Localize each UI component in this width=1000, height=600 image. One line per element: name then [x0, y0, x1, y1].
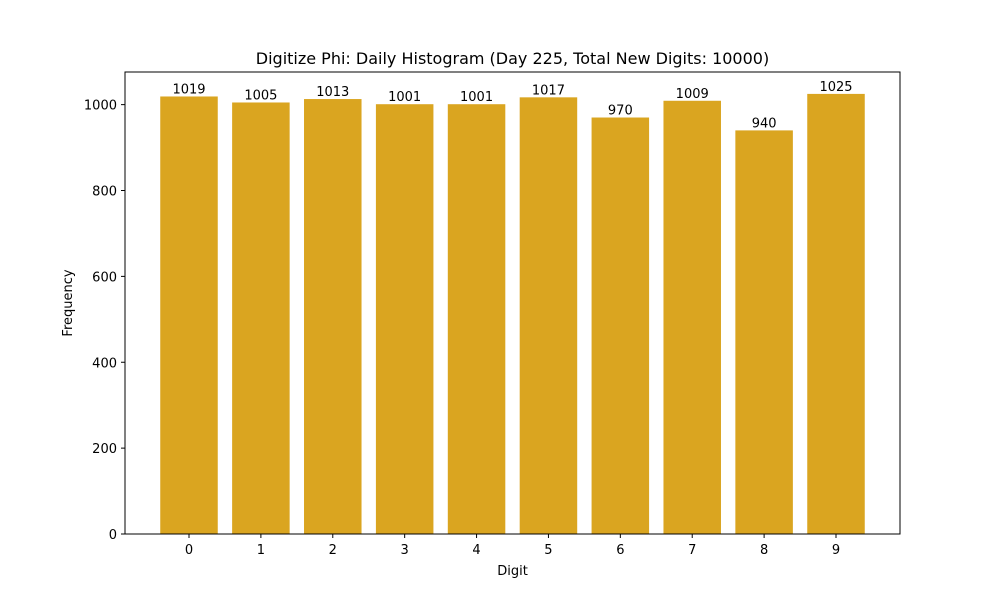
- x-tick-label: 5: [544, 543, 552, 558]
- bar-digit-6: [591, 117, 650, 535]
- y-tick-label: 200: [92, 442, 117, 457]
- bar-digit-5: [519, 97, 578, 535]
- y-axis-ticks: 0 200 400 600 800 1000: [84, 99, 125, 543]
- bar-value-label: 970: [608, 104, 633, 119]
- x-tick-label: 0: [185, 543, 193, 558]
- x-tick-label: 8: [760, 543, 768, 558]
- x-tick-label: 7: [688, 543, 696, 558]
- y-axis-label: Frequency: [61, 269, 76, 336]
- bar-digit-3: [375, 104, 434, 534]
- x-tick-label: 4: [472, 543, 480, 558]
- bar-value-label: 1001: [460, 90, 493, 105]
- y-tick-label: 0: [109, 528, 117, 543]
- y-tick-label: 1000: [84, 99, 117, 114]
- y-tick-label: 800: [92, 185, 117, 200]
- bar-value-label: 1005: [244, 88, 277, 103]
- x-tick-label: 2: [329, 543, 337, 558]
- bar-digit-0: [160, 96, 218, 535]
- bar-digit-1: [232, 102, 290, 534]
- bars-group: [160, 93, 865, 535]
- y-tick-label: 400: [92, 356, 117, 371]
- x-axis-label: Digit: [497, 564, 528, 579]
- bar-value-label: 1013: [316, 85, 349, 100]
- x-tick-label: 9: [832, 543, 840, 558]
- bar-labels-group: 1019 1005 1013 1001 1001 1017 970 1009 940 1025: [172, 80, 852, 131]
- bar-digit-9: [807, 93, 865, 534]
- y-tick-label: 600: [92, 270, 117, 285]
- x-axis-ticks: 0 1 2 3 4 5 6 7 8 9: [185, 534, 840, 558]
- bar-digit-7: [663, 100, 721, 535]
- bar-digit-8: [735, 130, 793, 535]
- x-tick-label: 3: [401, 543, 409, 558]
- bar-value-label: 1017: [532, 83, 565, 98]
- bar-value-label: 940: [752, 116, 777, 131]
- x-tick-label: 6: [616, 543, 624, 558]
- bar-value-label: 1001: [388, 90, 421, 105]
- bar-value-label: 1019: [172, 82, 205, 97]
- bar-value-label: 1009: [676, 87, 709, 102]
- bar-digit-4: [447, 104, 506, 534]
- bar-value-label: 1025: [819, 80, 852, 95]
- bar-digit-2: [304, 99, 362, 535]
- plot-frame: [124, 71, 901, 535]
- chart-title: Digitize Phi: Daily Histogram (Day 225, …: [256, 49, 769, 68]
- x-tick-label: 1: [257, 543, 265, 558]
